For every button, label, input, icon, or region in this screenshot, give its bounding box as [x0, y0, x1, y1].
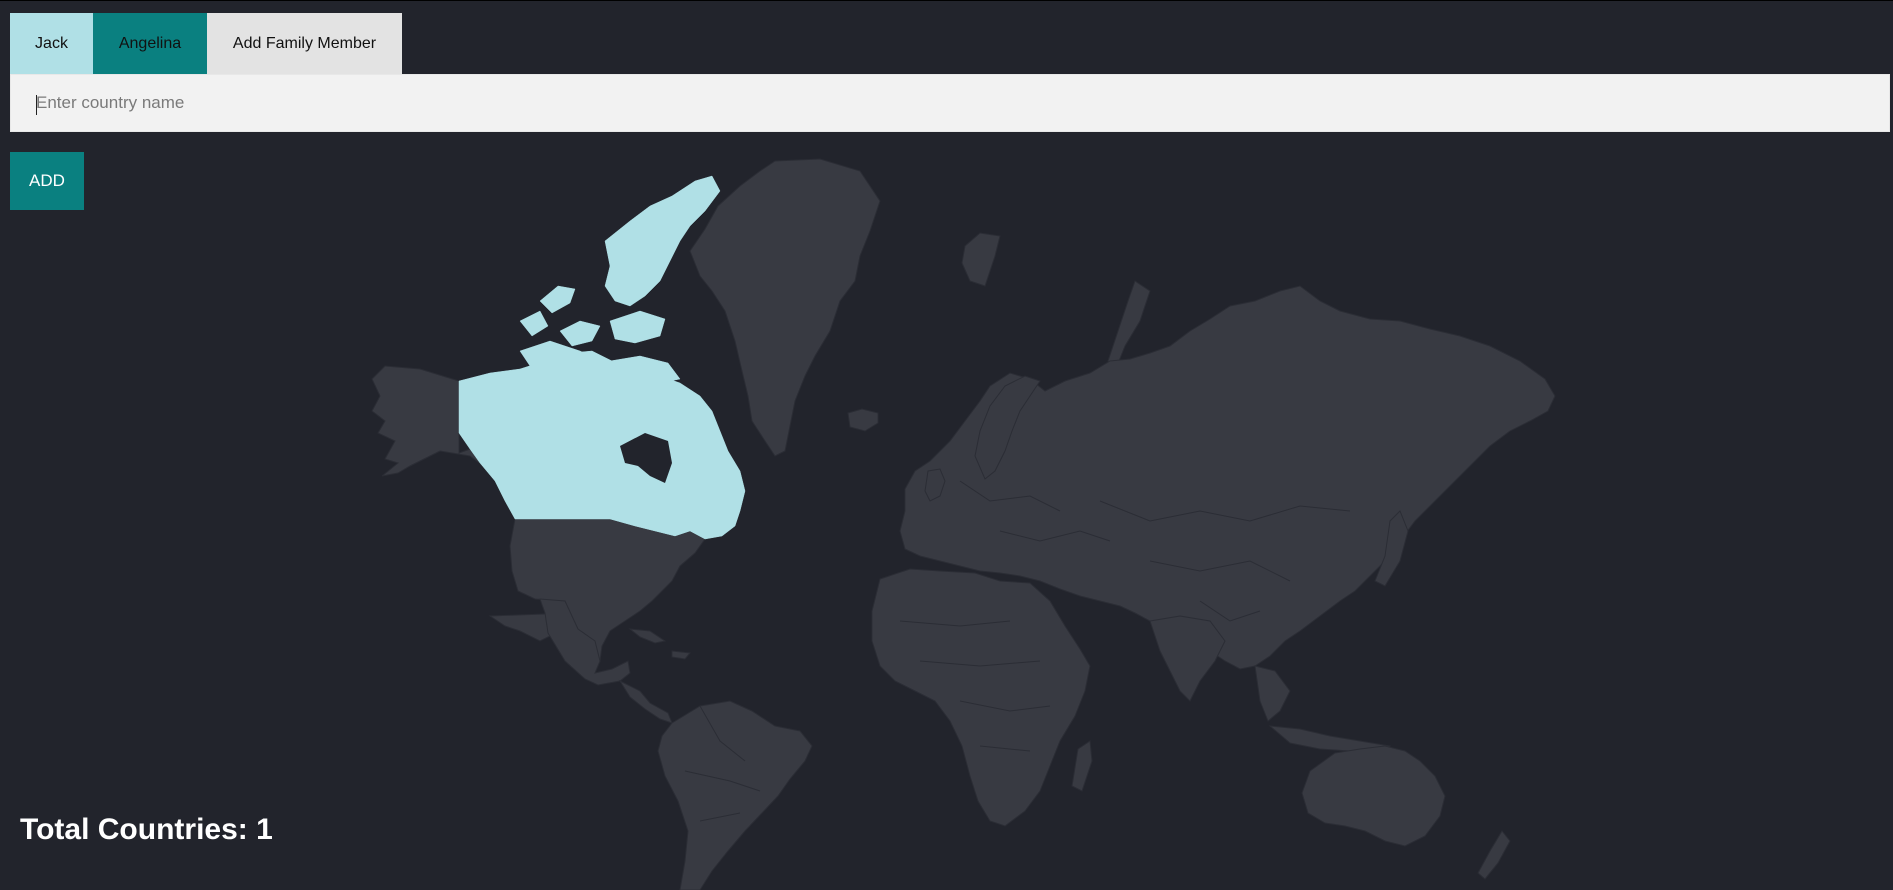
region-scandinavia[interactable] — [974, 375, 1041, 480]
country-iceland[interactable] — [847, 408, 879, 432]
region-svalbard[interactable] — [961, 232, 1001, 287]
tab-jack[interactable]: Jack — [10, 13, 93, 74]
country-japan[interactable] — [1374, 510, 1409, 587]
tab-angelina[interactable]: Angelina — [93, 13, 207, 74]
tab-add-family-member[interactable]: Add Family Member — [207, 13, 402, 74]
country-madagascar[interactable] — [1071, 740, 1093, 792]
country-india[interactable] — [1149, 615, 1226, 702]
add-country-button[interactable]: ADD — [10, 152, 84, 210]
country-new-zealand[interactable] — [1477, 830, 1511, 880]
country-mexico[interactable] — [539, 598, 631, 686]
region-central-america[interactable] — [618, 679, 673, 724]
region-caribbean[interactable] — [628, 628, 691, 660]
country-greenland[interactable] — [689, 158, 881, 457]
family-member-tabs: Jack Angelina Add Family Member — [10, 13, 402, 74]
region-africa[interactable] — [871, 568, 1091, 827]
country-uk[interactable] — [924, 468, 946, 502]
country-input-container — [10, 74, 1890, 132]
text-caret — [36, 95, 37, 115]
country-usa[interactable] — [488, 518, 706, 663]
country-australia[interactable] — [1301, 745, 1446, 847]
total-countries-count: Total Countries: 1 — [20, 813, 273, 846]
region-south-america[interactable] — [657, 700, 813, 890]
country-canada-arctic-islands[interactable] — [519, 175, 721, 432]
region-southeast-asia[interactable] — [1254, 665, 1291, 722]
region-eurasia[interactable] — [899, 285, 1556, 670]
country-name-input[interactable] — [11, 75, 1889, 131]
country-canada[interactable] — [458, 350, 746, 540]
